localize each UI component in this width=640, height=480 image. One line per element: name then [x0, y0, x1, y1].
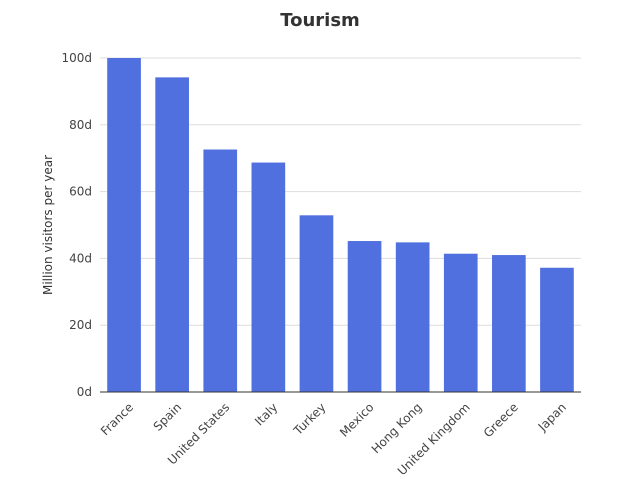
y-tick-label: 0d — [77, 385, 92, 399]
bar-mexico — [347, 241, 382, 392]
bar-united-states — [203, 149, 238, 392]
bar-spain — [155, 77, 189, 392]
x-tick-label: Italy — [252, 400, 280, 428]
x-tick-label: France — [98, 400, 136, 438]
y-tick-label: 100d — [61, 51, 92, 65]
y-tick-label: 40d — [69, 251, 92, 265]
x-tick-label: Greece — [481, 400, 521, 440]
x-tick-label: Japan — [535, 400, 569, 434]
bar-united-kingdom — [443, 253, 478, 392]
x-tick-label: Mexico — [337, 400, 377, 440]
y-tick-label: 20d — [69, 318, 92, 332]
y-tick-label: 80d — [69, 118, 92, 132]
x-tick-label: Turkey — [290, 400, 328, 438]
x-tick-label: Spain — [151, 400, 185, 434]
bar-japan — [540, 267, 574, 392]
bar-greece — [492, 255, 526, 392]
y-tick-label: 60d — [69, 185, 92, 199]
bar-italy — [251, 162, 286, 392]
chart-title: Tourism — [280, 10, 360, 31]
bar-france — [107, 58, 141, 392]
bar-hong-kong — [395, 242, 430, 392]
bar-turkey — [299, 215, 334, 392]
